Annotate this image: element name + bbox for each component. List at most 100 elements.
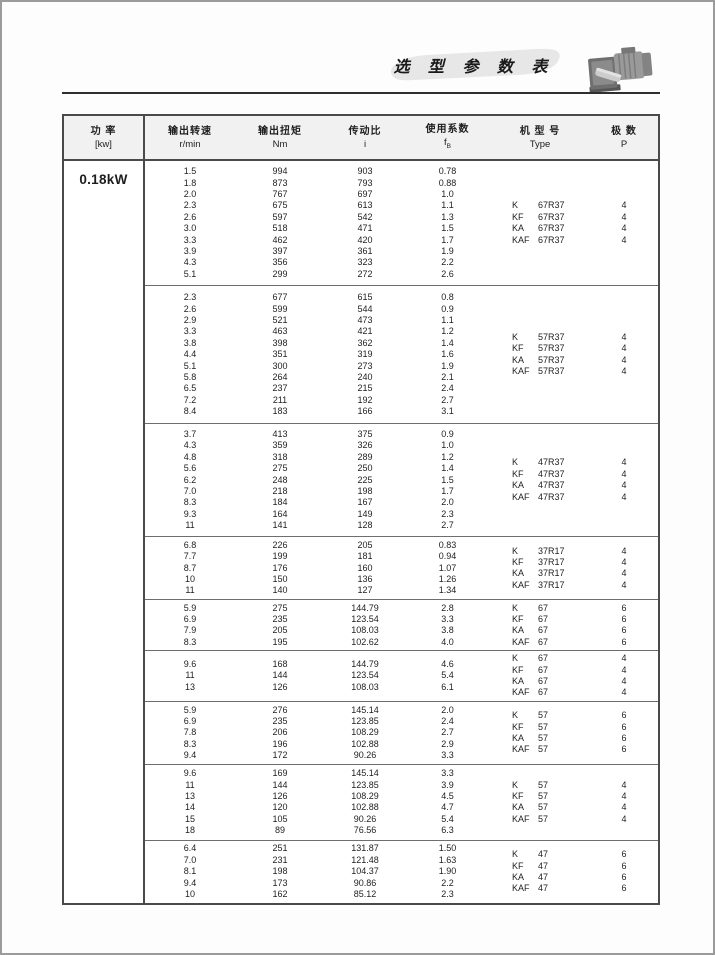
cell-speed: 11 bbox=[185, 585, 195, 596]
cell-speed: 15 bbox=[184, 813, 195, 824]
cell-factor: 1.2 bbox=[441, 451, 454, 462]
cell-factor: 0.83 bbox=[438, 539, 457, 550]
cell-speed: 11 bbox=[185, 670, 195, 681]
cell-factor: 1.5 bbox=[441, 474, 454, 485]
page-title-banner: 选 型 参 数 表 bbox=[385, 48, 563, 82]
cell-ratio: 420 bbox=[357, 234, 373, 245]
cell-factor: 2.2 bbox=[441, 257, 454, 268]
cell-factor: 3.1 bbox=[441, 406, 454, 417]
table-row: 4.3 359 326 1.0 bbox=[145, 440, 490, 451]
cell-speed: 1.8 bbox=[183, 177, 197, 188]
cell-ratio: 319 bbox=[357, 349, 373, 360]
table-row: 8.7 176 160 1.07 bbox=[145, 563, 490, 574]
block-types: K 37R17 4 KF 37R17 4 KA 37R17 4 KAF 37R17 4 bbox=[490, 537, 658, 599]
cell-factor: 2.8 bbox=[441, 602, 454, 613]
block-rows: 6.8 226 205 0.83 7.7 199 181 0.94 8.7 176 160 1.07 1… bbox=[145, 537, 490, 599]
cell-torque: 184 bbox=[272, 497, 288, 508]
header-columns: 输出转速 r/min 输出扭矩 Nm 传动比 i 使用系数 fB 机 型 号 bbox=[145, 116, 658, 159]
cell-ratio: 123.85 bbox=[351, 779, 379, 790]
cell-type: KA 47 bbox=[512, 871, 549, 882]
cell-ratio: 289 bbox=[357, 451, 373, 462]
cell-factor: 1.5 bbox=[441, 223, 454, 234]
cell-torque: 196 bbox=[272, 738, 288, 749]
cell-speed: 6.8 bbox=[183, 539, 197, 550]
cell-type: KAF 67 bbox=[512, 636, 549, 647]
cell-factor: 2.4 bbox=[441, 383, 454, 394]
cell-torque: 235 bbox=[272, 715, 288, 726]
table-row: 6.2 248 225 1.5 bbox=[145, 475, 490, 486]
table-row: 4.8 318 289 1.2 bbox=[145, 452, 490, 463]
cell-factor: 1.1 bbox=[441, 200, 454, 211]
cell-poles: 4 bbox=[621, 457, 627, 468]
cell-type: KF 57 bbox=[512, 791, 549, 802]
cell-speed: 9.3 bbox=[183, 508, 197, 519]
header-power-unit: [kw] bbox=[95, 138, 112, 150]
type-row: KA 47 6 bbox=[490, 872, 658, 883]
cell-factor: 1.3 bbox=[441, 211, 454, 222]
table-row: 9.4 173 90.86 2.2 bbox=[145, 878, 490, 889]
header-factor-zh: 使用系数 bbox=[425, 123, 470, 135]
cell-poles: 6 bbox=[621, 613, 627, 624]
cell-poles: 6 bbox=[621, 849, 627, 860]
cell-type: KA 67 bbox=[512, 625, 549, 636]
cell-speed: 5.1 bbox=[183, 360, 197, 371]
cell-ratio: 160 bbox=[357, 562, 373, 573]
block-types: K 67R37 4 KF 67R37 4 KA 67R37 4 KAF 67R37 4 bbox=[490, 161, 658, 285]
cell-poles: 4 bbox=[621, 211, 627, 222]
table-row: 10 150 136 1.26 bbox=[145, 574, 490, 585]
type-row: KF 57 6 bbox=[490, 722, 658, 733]
cell-speed: 3.0 bbox=[183, 223, 197, 234]
cell-speed: 10 bbox=[184, 574, 195, 585]
cell-factor: 1.07 bbox=[438, 562, 457, 573]
cell-torque: 356 bbox=[272, 257, 288, 268]
cell-torque: 126 bbox=[272, 791, 288, 802]
cell-speed: 3.3 bbox=[183, 234, 197, 245]
cell-speed: 2.9 bbox=[183, 314, 197, 325]
cell-ratio: 793 bbox=[357, 177, 373, 188]
cell-factor: 1.34 bbox=[438, 585, 457, 596]
table-row: 7.0 218 198 1.7 bbox=[145, 486, 490, 497]
cell-speed: 9.6 bbox=[183, 658, 197, 669]
cell-ratio: 166 bbox=[357, 406, 373, 417]
cell-torque: 677 bbox=[272, 292, 288, 303]
cell-poles: 4 bbox=[621, 480, 627, 491]
cell-speed: 5.1 bbox=[183, 268, 197, 279]
cell-factor: 2.7 bbox=[441, 520, 454, 531]
cell-factor: 5.4 bbox=[441, 813, 454, 824]
type-row: KAF 37R17 4 bbox=[490, 580, 658, 591]
cell-torque: 183 bbox=[272, 406, 288, 417]
type-row: KA 67R37 4 bbox=[490, 223, 658, 234]
table-row: 5.1 300 273 1.9 bbox=[145, 361, 490, 372]
cell-poles: 4 bbox=[621, 491, 627, 502]
cell-type: KAF 67R37 bbox=[512, 234, 565, 245]
cell-speed: 5.8 bbox=[183, 371, 197, 382]
cell-speed: 3.9 bbox=[183, 245, 197, 256]
type-row: K 67 4 bbox=[490, 653, 658, 664]
cell-type: K 47 bbox=[512, 849, 549, 860]
header-factor-unit: fB bbox=[444, 136, 451, 150]
cell-poles: 6 bbox=[621, 744, 627, 755]
cell-ratio: 108.29 bbox=[351, 727, 379, 738]
cell-torque: 199 bbox=[272, 551, 288, 562]
gearmotor-image bbox=[588, 46, 653, 93]
cell-type: K 57R37 bbox=[512, 332, 565, 343]
cell-ratio: 128 bbox=[357, 520, 373, 531]
cell-speed: 4.4 bbox=[183, 349, 197, 360]
cell-factor: 6.3 bbox=[441, 825, 454, 836]
table-row: 10 162 85.12 2.3 bbox=[145, 889, 490, 900]
header-torque-unit: Nm bbox=[272, 138, 288, 150]
cell-poles: 4 bbox=[621, 366, 627, 377]
cell-speed: 3.7 bbox=[183, 428, 197, 439]
power-column: 0.18kW bbox=[64, 161, 145, 903]
table-row: 4.3 356 323 2.2 bbox=[145, 257, 490, 268]
cell-torque: 275 bbox=[272, 463, 288, 474]
cell-speed: 8.7 bbox=[183, 562, 197, 573]
header-power-zh: 功 率 bbox=[90, 125, 117, 137]
type-row: K 47R37 4 bbox=[490, 457, 658, 468]
block-types: K 57R37 4 KF 57R37 4 KA 57R37 4 KAF 57R37 4 bbox=[490, 286, 658, 423]
cell-type: KA 67R37 bbox=[512, 223, 565, 234]
cell-ratio: 104.37 bbox=[351, 866, 379, 877]
type-row: K 67R37 4 bbox=[490, 200, 658, 211]
cell-ratio: 205 bbox=[357, 539, 373, 550]
header-speed: 输出转速 r/min bbox=[145, 116, 235, 159]
